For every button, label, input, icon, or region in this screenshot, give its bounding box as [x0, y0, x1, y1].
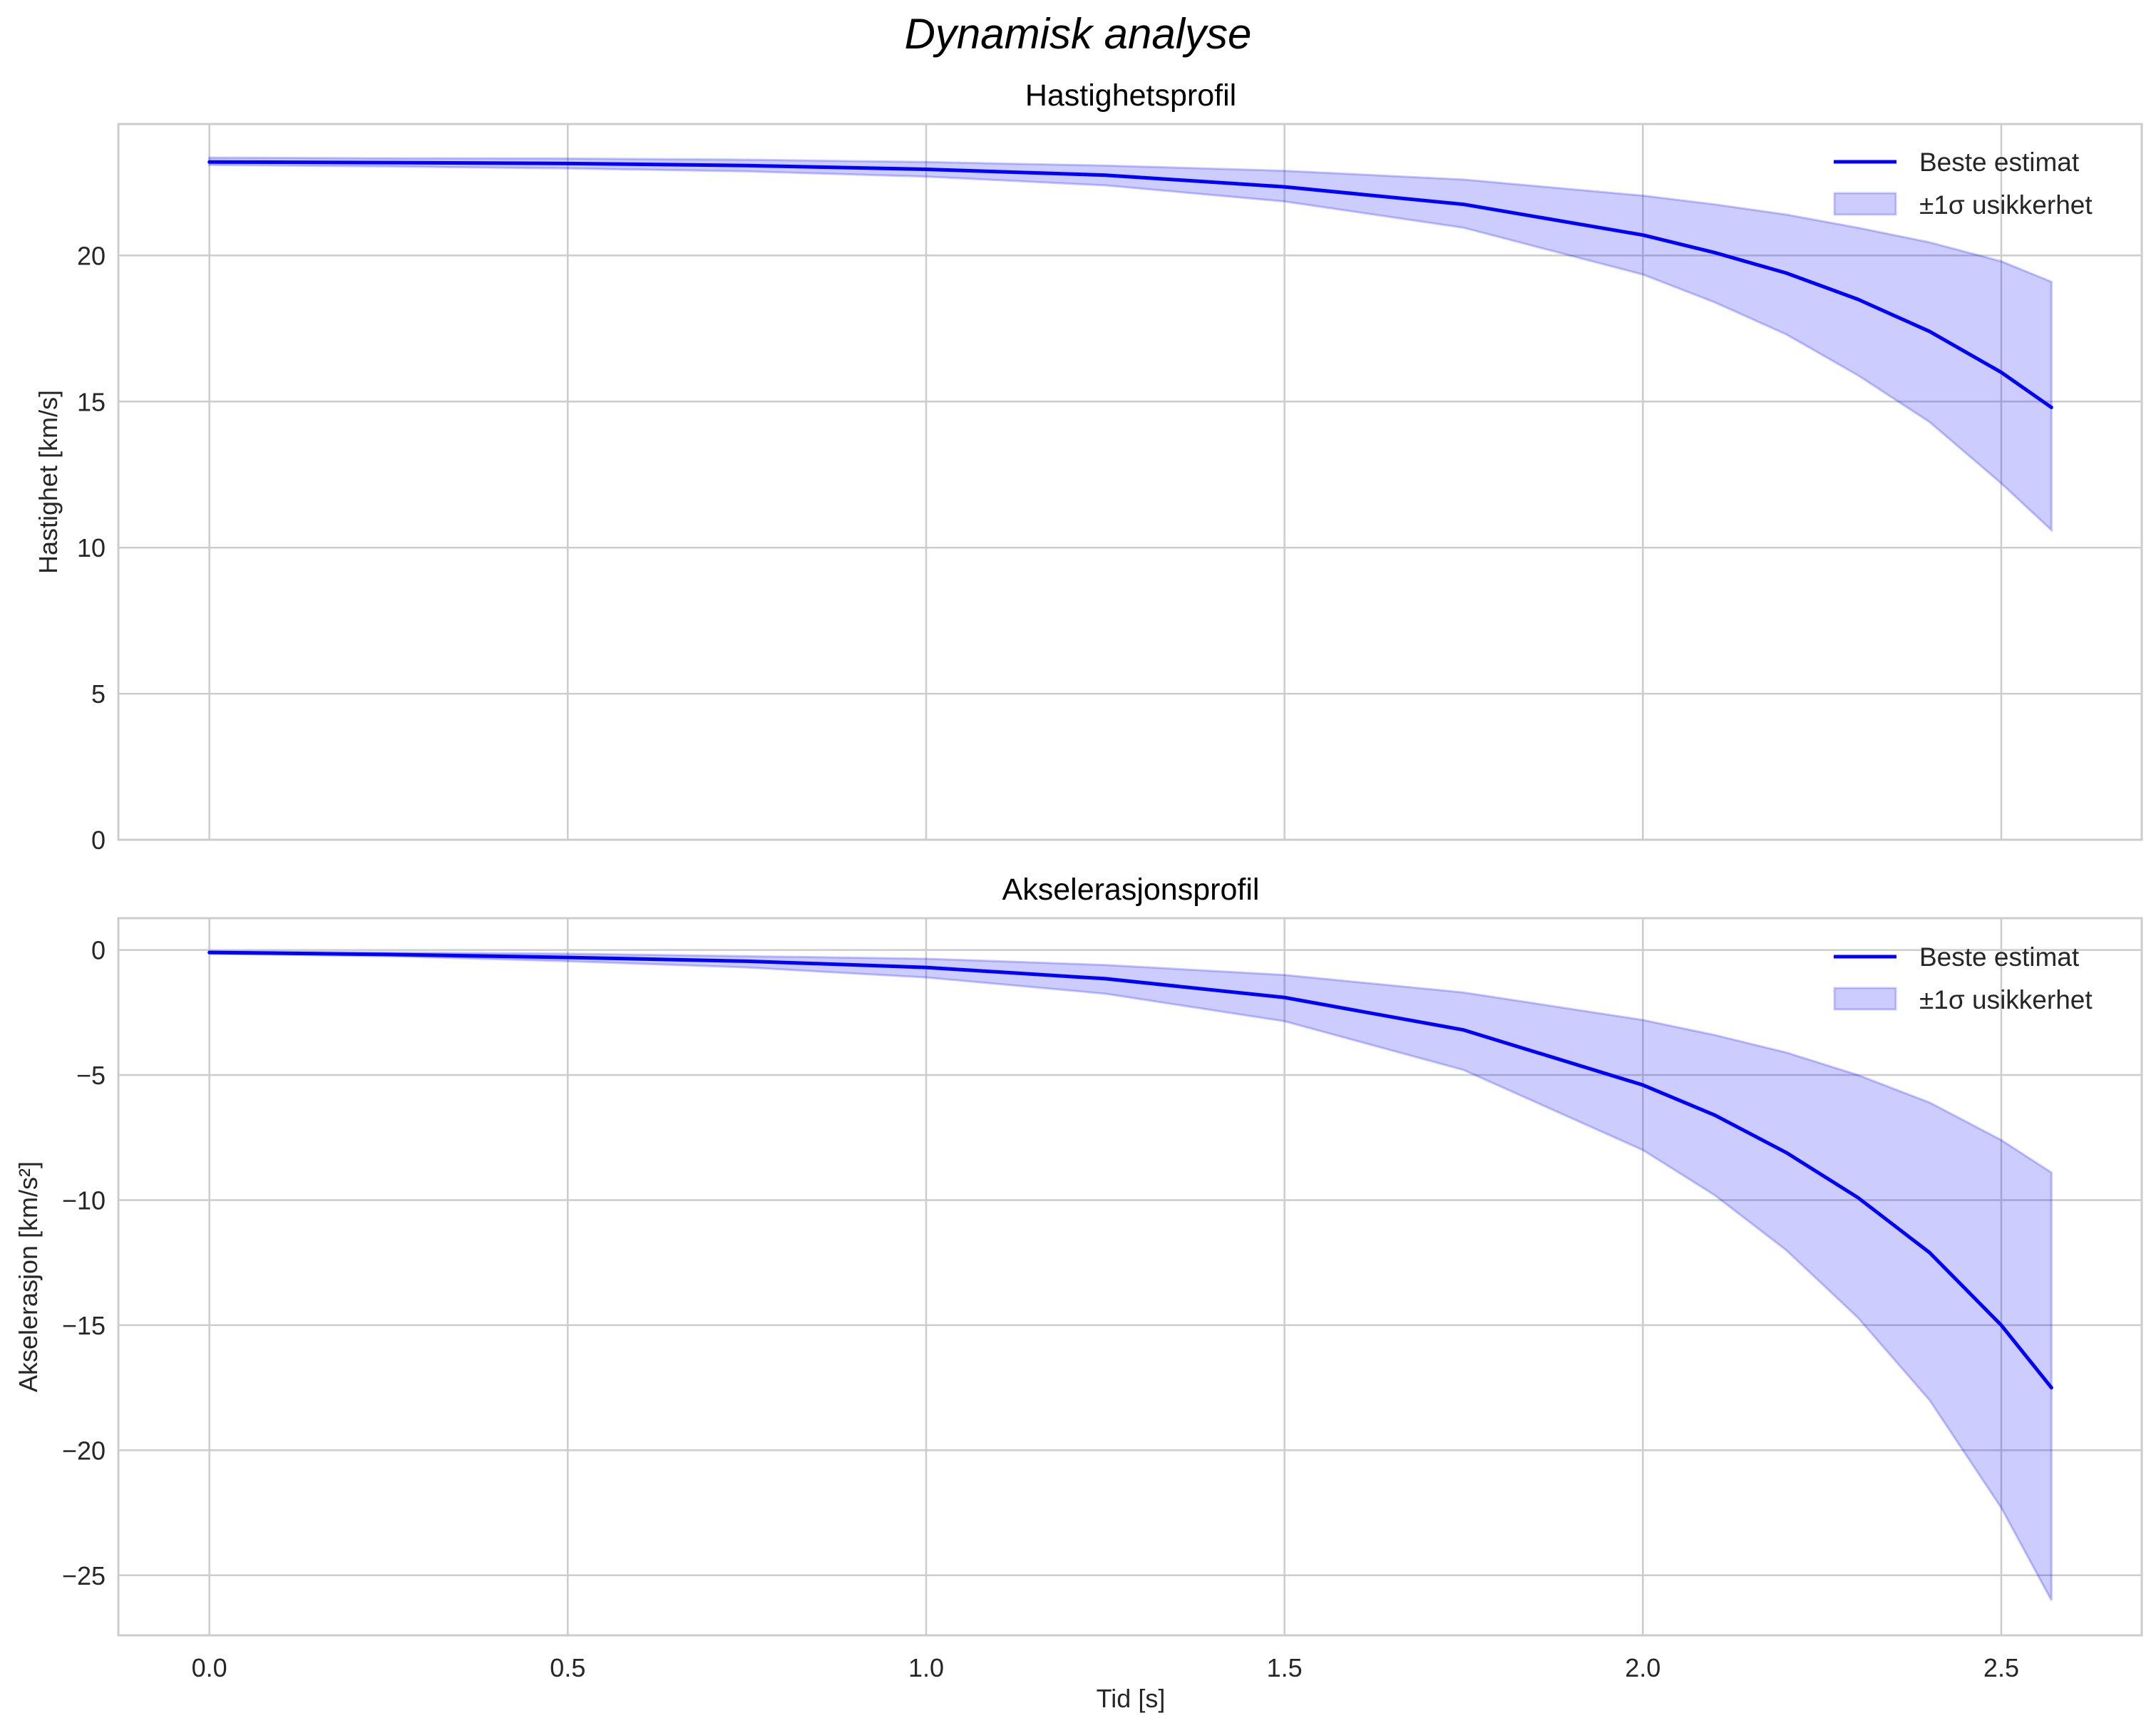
legend-label-best-estimate: Beste estimat [1919, 148, 2080, 177]
y-tick-label: 20 [77, 241, 106, 270]
y-tick-label: 10 [77, 533, 106, 562]
best-estimate-line [207, 950, 2053, 1390]
velocity-plot-area [207, 156, 2053, 533]
acceleration-ylabel: Akselerasjon [km/s²] [14, 1161, 43, 1392]
x-tick-label: 0.5 [550, 1653, 585, 1682]
x-tick-label: 1.0 [908, 1653, 944, 1682]
figure-suptitle: Dynamisk analyse [905, 10, 1252, 58]
y-tick-label: −5 [76, 1061, 106, 1090]
acceleration-plot-area [207, 950, 2053, 1601]
y-tick-label: 5 [91, 679, 106, 709]
acceleration-ticks: 0.0 0.5 1.0 1.5 2.0 2.5 0 −5 −10 −15 −20 −25 [62, 936, 2019, 1682]
velocity-axes-frame [117, 123, 2143, 841]
y-tick-label: 15 [77, 387, 106, 416]
x-tick-label: 1.5 [1267, 1653, 1303, 1682]
best-estimate-line [207, 160, 2053, 410]
y-tick-label: −15 [62, 1311, 106, 1340]
acceleration-title: Akselerasjonsprofil [1002, 873, 1260, 907]
acceleration-grid [118, 918, 2142, 1635]
velocity-legend: Beste estimat ±1σ usikkerhet [1833, 148, 2093, 220]
y-tick-label: −10 [62, 1186, 106, 1215]
acceleration-xlabel: Tid [s] [1097, 1684, 1166, 1713]
legend-band-icon [1833, 987, 1897, 1011]
y-tick-label: −20 [62, 1436, 106, 1465]
velocity-panel: Hastighetsprofil 0 5 10 15 20 Hastighet [km/… [34, 78, 2143, 855]
velocity-title: Hastighetsprofil [1025, 78, 1236, 113]
y-tick-label: 0 [91, 936, 106, 965]
x-tick-label: 2.0 [1625, 1653, 1660, 1682]
legend-label-best-estimate: Beste estimat [1919, 942, 2080, 972]
x-tick-label: 2.5 [1983, 1653, 2019, 1682]
y-tick-label: −25 [62, 1561, 106, 1590]
uncertainty-band [208, 156, 2053, 533]
y-tick-label: 0 [91, 826, 106, 855]
legend-label-uncertainty: ±1σ usikkerhet [1919, 190, 2093, 220]
uncertainty-band [208, 950, 2053, 1601]
velocity-ylabel: Hastighet [km/s] [34, 390, 63, 574]
acceleration-panel: Akselerasjonsprofil 0.0 0.5 1.0 1.5 2.0 2.5 0 −… [14, 873, 2143, 1713]
legend-band-icon [1833, 192, 1897, 216]
x-tick-label: 0.0 [192, 1653, 227, 1682]
velocity-ticks: 0 5 10 15 20 [77, 241, 106, 855]
acceleration-axes-frame [117, 917, 2143, 1637]
legend-label-uncertainty: ±1σ usikkerhet [1919, 985, 2093, 1014]
acceleration-legend: Beste estimat ±1σ usikkerhet [1833, 942, 2093, 1014]
